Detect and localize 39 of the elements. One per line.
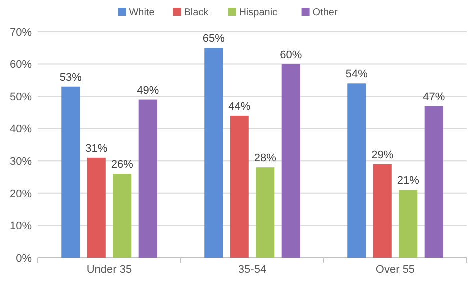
bar: [348, 84, 366, 258]
y-tick-label: 20%: [10, 188, 32, 200]
text: 60%: [280, 49, 302, 62]
text: 65%: [202, 33, 225, 46]
y-tick-label: 60%: [10, 59, 32, 72]
bar: [399, 190, 418, 258]
bar: [62, 86, 80, 258]
legend-label: White: [129, 8, 156, 18]
bar: [113, 174, 132, 258]
text: 53%: [60, 72, 82, 84]
bar: [138, 100, 158, 258]
text: 44%: [228, 100, 251, 113]
legend-label: Other: [312, 8, 338, 18]
text: 29%: [372, 149, 394, 162]
x-tick-label: Over 55: [376, 264, 416, 276]
y-tick-label: 70%: [10, 26, 32, 39]
bar: [282, 64, 300, 258]
bar: [424, 106, 444, 258]
text: 47%: [423, 91, 446, 104]
y-tick-label: 30%: [10, 156, 32, 168]
y-tick-label: 10%: [10, 220, 32, 233]
bar: [373, 164, 392, 258]
text: 21%: [397, 175, 420, 188]
text: 54%: [346, 68, 368, 81]
y-tick-label: 0%: [16, 252, 32, 265]
bar: [204, 48, 224, 258]
x-tick-label: 35-54: [238, 264, 267, 276]
y-tick-label: 40%: [10, 124, 32, 136]
bar: [256, 168, 275, 258]
y-tick-label: 50%: [10, 91, 32, 104]
text: 49%: [137, 84, 160, 97]
legend-label: Hispanic: [239, 8, 278, 18]
x-tick-label: Under 35: [86, 264, 132, 276]
bar: [87, 158, 106, 258]
bar: [230, 116, 249, 258]
text: 26%: [111, 159, 134, 172]
legend-label: Black: [184, 8, 210, 18]
text: 31%: [86, 142, 108, 155]
text: 28%: [254, 152, 276, 165]
